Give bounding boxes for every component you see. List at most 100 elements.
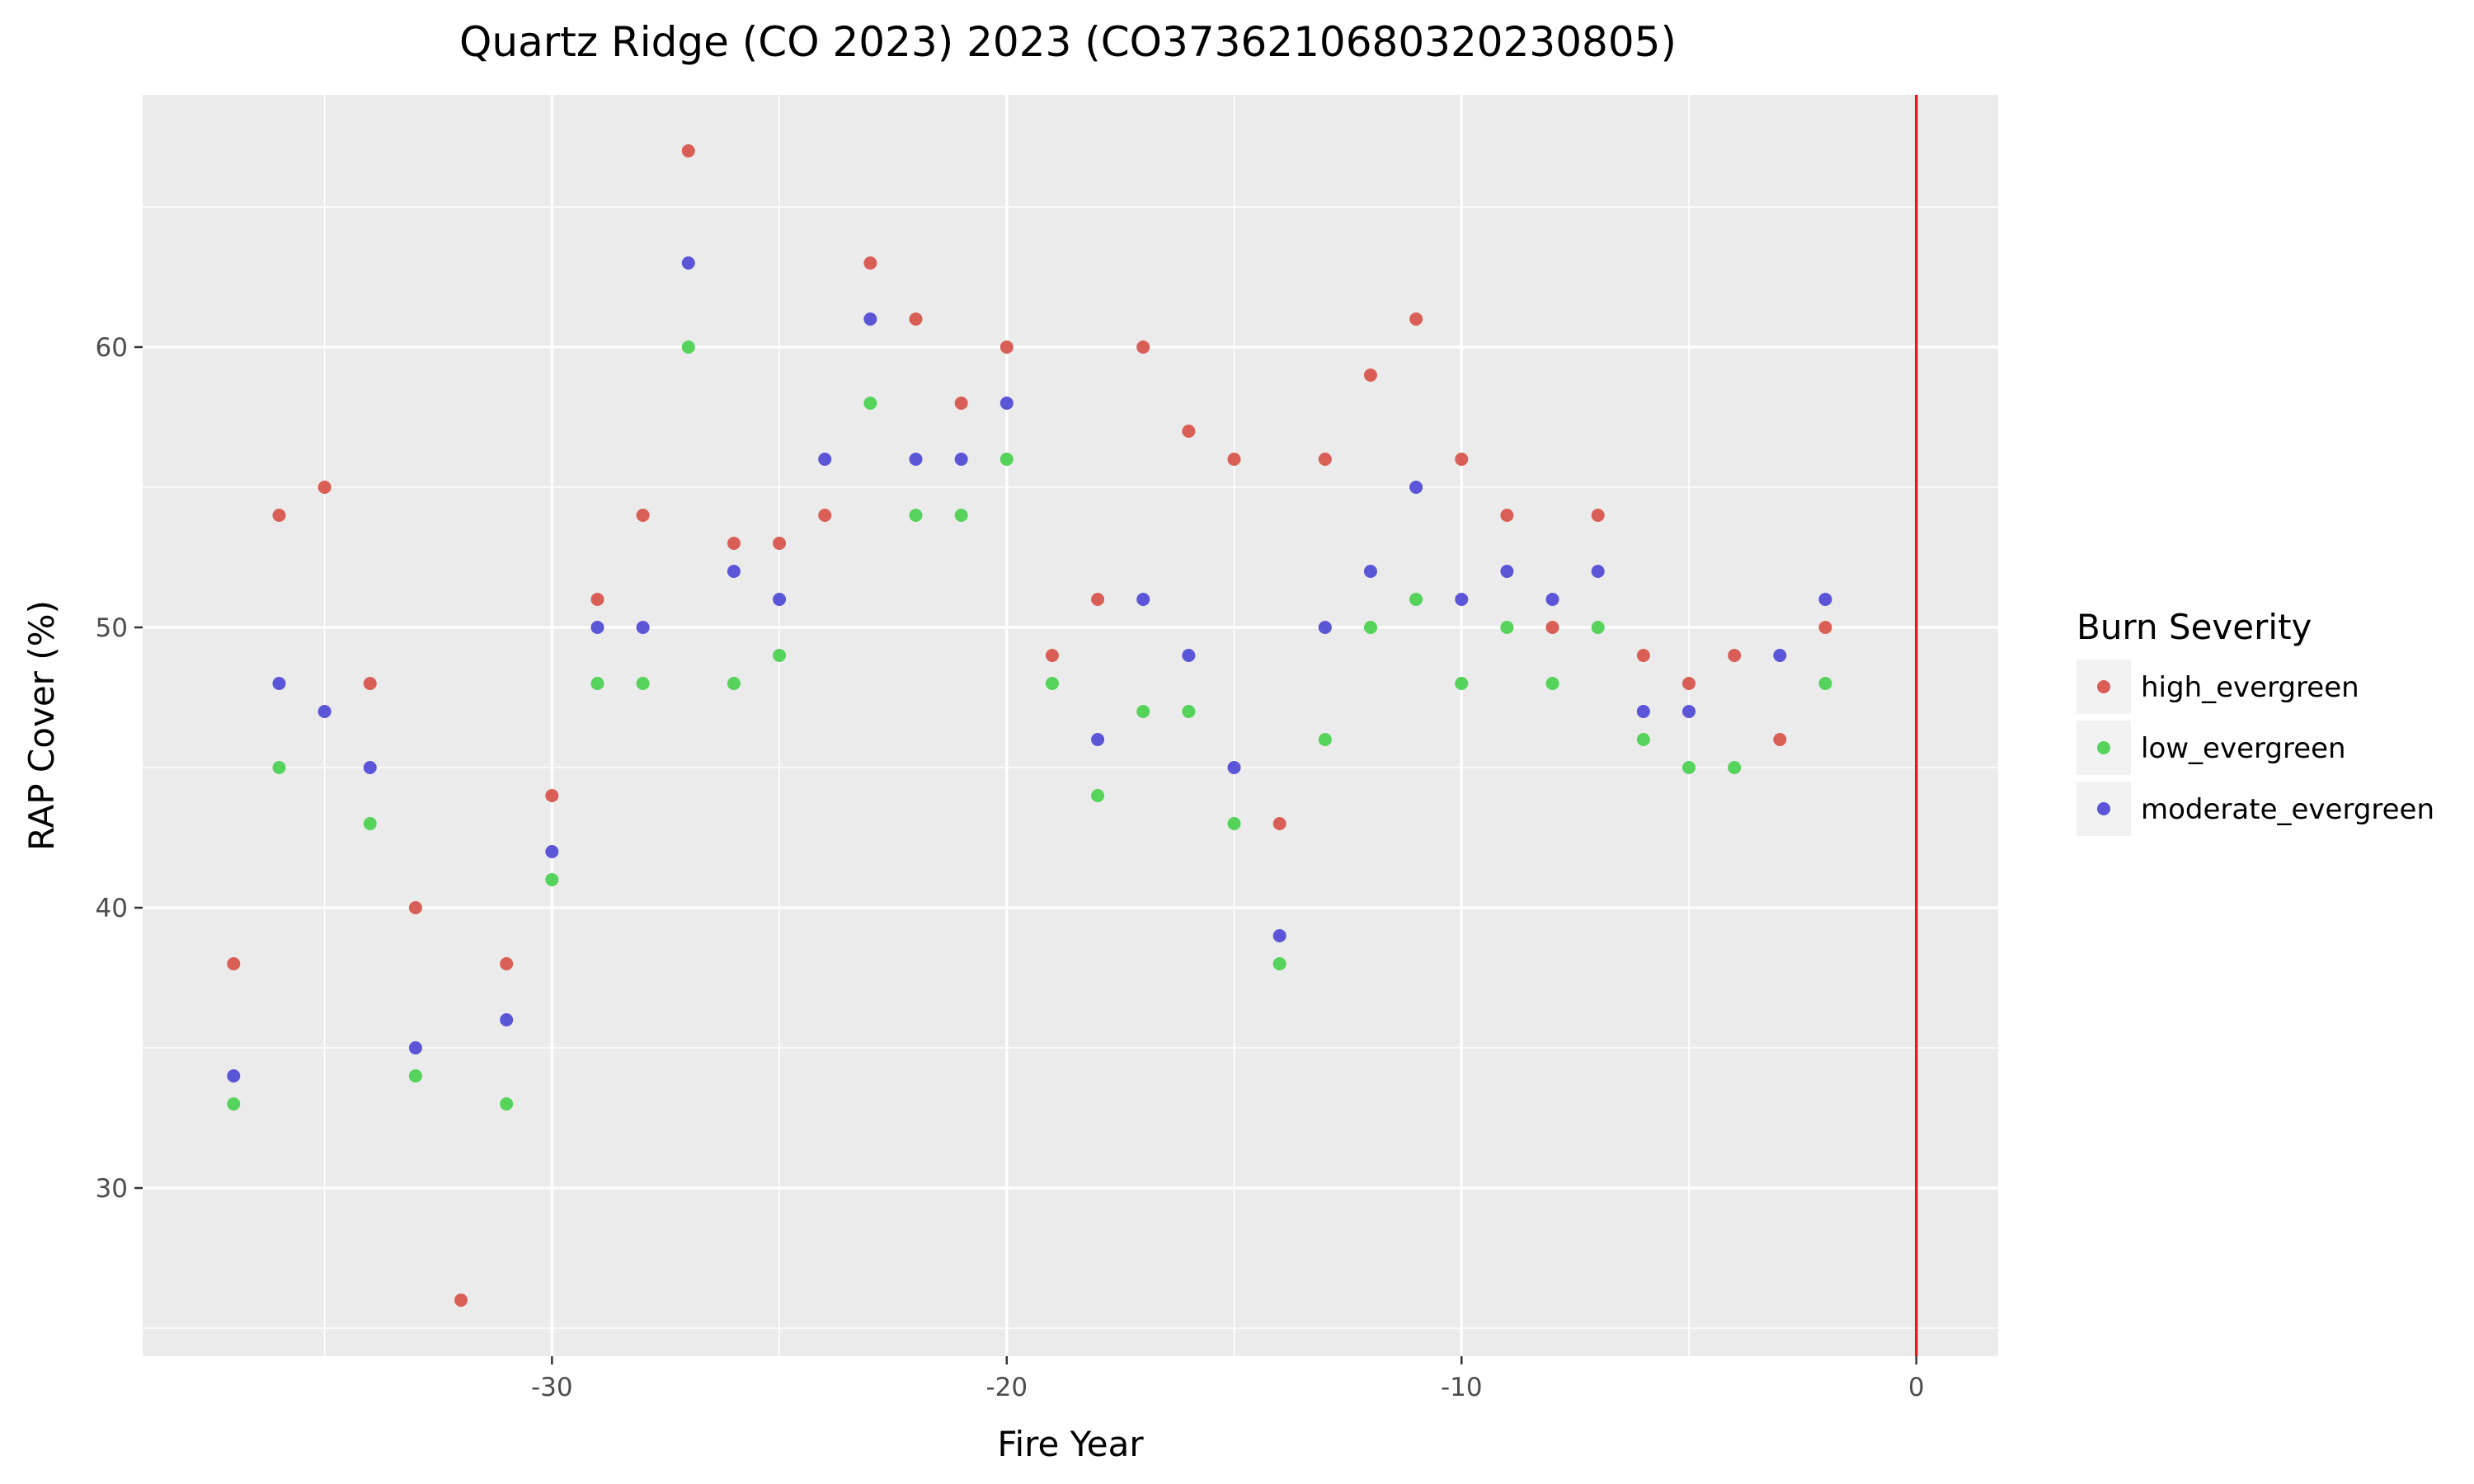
point-low_evergreen bbox=[1182, 705, 1196, 718]
point-moderate_evergreen bbox=[408, 1041, 422, 1054]
point-moderate_evergreen bbox=[863, 312, 877, 326]
point-low_evergreen bbox=[1136, 705, 1150, 718]
point-high_evergreen bbox=[1682, 677, 1696, 690]
point-low_evergreen bbox=[500, 1097, 514, 1111]
point-moderate_evergreen bbox=[590, 621, 604, 634]
point-low_evergreen bbox=[1591, 621, 1605, 634]
point-low_evergreen bbox=[1636, 733, 1650, 746]
point-high_evergreen bbox=[1227, 453, 1241, 466]
point-moderate_evergreen bbox=[363, 761, 377, 774]
legend-label: high_evergreen bbox=[2141, 671, 2359, 704]
point-low_evergreen bbox=[590, 677, 604, 690]
point-moderate_evergreen bbox=[954, 453, 968, 466]
point-high_evergreen bbox=[909, 312, 923, 326]
legend-items: high_evergreen low_evergreen moderate_ever… bbox=[2077, 660, 2434, 836]
point-moderate_evergreen bbox=[1682, 705, 1696, 718]
point-high_evergreen bbox=[1318, 453, 1332, 466]
point-low_evergreen bbox=[1500, 621, 1514, 634]
point-high_evergreen bbox=[1455, 453, 1469, 466]
point-low_evergreen bbox=[1091, 789, 1105, 802]
point-low_evergreen bbox=[954, 509, 968, 522]
point-moderate_evergreen bbox=[1363, 565, 1377, 578]
point-low_evergreen bbox=[363, 817, 377, 830]
y-tick-label: 60 bbox=[96, 333, 128, 363]
point-moderate_evergreen bbox=[545, 845, 559, 858]
point-low_evergreen bbox=[408, 1069, 422, 1082]
minor-gridlines bbox=[143, 95, 1998, 1356]
point-moderate_evergreen bbox=[272, 677, 286, 690]
legend-label: low_evergreen bbox=[2141, 732, 2346, 765]
point-low_evergreen bbox=[545, 873, 559, 886]
point-low_evergreen bbox=[1227, 817, 1241, 830]
point-low_evergreen bbox=[863, 397, 877, 410]
point-moderate_evergreen bbox=[1455, 593, 1469, 606]
point-low_evergreen bbox=[999, 453, 1014, 466]
point-low_evergreen bbox=[1409, 593, 1423, 606]
point-high_evergreen bbox=[1272, 817, 1286, 830]
point-high_evergreen bbox=[363, 677, 377, 690]
point-moderate_evergreen bbox=[818, 453, 832, 466]
point-moderate_evergreen bbox=[1773, 649, 1787, 662]
data-points bbox=[227, 144, 1832, 1307]
point-high_evergreen bbox=[1182, 425, 1196, 438]
point-moderate_evergreen bbox=[1591, 565, 1605, 578]
point-high_evergreen bbox=[1409, 312, 1423, 326]
point-moderate_evergreen bbox=[1272, 929, 1286, 942]
point-moderate_evergreen bbox=[727, 565, 741, 578]
legend-title: Burn Severity bbox=[2077, 607, 2312, 647]
point-moderate_evergreen bbox=[1227, 761, 1241, 774]
y-tick-label: 50 bbox=[96, 613, 128, 643]
x-axis-ticks: -30 -20 -10 0 bbox=[531, 1356, 1925, 1402]
series-high_evergreen bbox=[227, 144, 1832, 1307]
point-high_evergreen bbox=[500, 957, 514, 970]
point-low_evergreen bbox=[1363, 621, 1377, 634]
point-high_evergreen bbox=[408, 901, 422, 914]
point-high_evergreen bbox=[1591, 509, 1605, 522]
x-tick-label: -30 bbox=[531, 1373, 573, 1402]
point-moderate_evergreen bbox=[1318, 621, 1332, 634]
point-high_evergreen bbox=[1773, 733, 1787, 746]
chart-title: Quartz Ridge (CO 2023) 2023 (CO373621068… bbox=[459, 18, 1677, 66]
point-moderate_evergreen bbox=[636, 621, 650, 634]
legend-swatch bbox=[2097, 741, 2110, 754]
point-high_evergreen bbox=[681, 144, 695, 157]
x-tick-label: -10 bbox=[1441, 1373, 1483, 1402]
x-tick-label: 0 bbox=[1908, 1373, 1925, 1402]
y-axis-title: RAP Cover (%) bbox=[21, 600, 62, 851]
x-tick-label: -20 bbox=[985, 1373, 1028, 1402]
point-high_evergreen bbox=[1728, 649, 1742, 662]
point-moderate_evergreen bbox=[1136, 593, 1150, 606]
point-low_evergreen bbox=[1682, 761, 1696, 774]
point-moderate_evergreen bbox=[227, 1069, 241, 1082]
point-high_evergreen bbox=[317, 481, 332, 494]
y-tick-label: 30 bbox=[96, 1174, 128, 1204]
point-high_evergreen bbox=[1045, 649, 1059, 662]
legend: Burn Severity high_evergreen low_evergree… bbox=[2077, 607, 2434, 836]
legend-swatch bbox=[2097, 802, 2110, 815]
point-low_evergreen bbox=[773, 649, 787, 662]
legend-item-low_evergreen: low_evergreen bbox=[2077, 721, 2346, 775]
point-low_evergreen bbox=[1272, 957, 1286, 970]
y-tick-label: 40 bbox=[96, 894, 128, 923]
point-low_evergreen bbox=[1455, 677, 1469, 690]
point-high_evergreen bbox=[954, 397, 968, 410]
point-moderate_evergreen bbox=[773, 593, 787, 606]
point-moderate_evergreen bbox=[500, 1013, 514, 1026]
point-high_evergreen bbox=[999, 340, 1014, 354]
legend-swatch bbox=[2097, 680, 2110, 693]
point-moderate_evergreen bbox=[1818, 593, 1832, 606]
point-high_evergreen bbox=[1818, 621, 1832, 634]
point-low_evergreen bbox=[636, 677, 650, 690]
point-high_evergreen bbox=[454, 1294, 468, 1307]
point-low_evergreen bbox=[909, 509, 923, 522]
point-low_evergreen bbox=[1818, 677, 1832, 690]
point-high_evergreen bbox=[1500, 509, 1514, 522]
point-high_evergreen bbox=[545, 789, 559, 802]
point-high_evergreen bbox=[1636, 649, 1650, 662]
point-high_evergreen bbox=[272, 509, 286, 522]
point-moderate_evergreen bbox=[317, 705, 332, 718]
point-high_evergreen bbox=[818, 509, 832, 522]
legend-label: moderate_evergreen bbox=[2141, 793, 2434, 826]
point-moderate_evergreen bbox=[1545, 593, 1559, 606]
y-axis-ticks: 30 40 50 60 bbox=[96, 333, 143, 1204]
